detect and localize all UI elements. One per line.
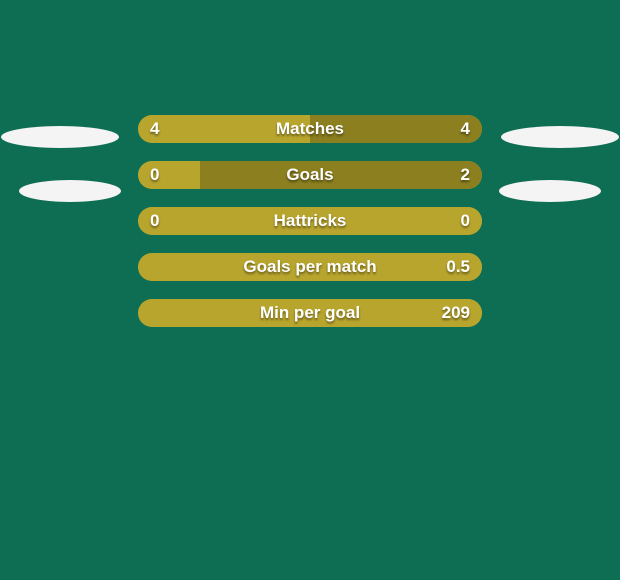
stat-row: Min per goal209 <box>138 299 482 327</box>
stat-row: Matches4 4 <box>138 115 482 143</box>
decor-ellipse <box>1 126 119 148</box>
stat-label: Matches <box>138 115 482 143</box>
decor-ellipse <box>19 180 121 202</box>
stat-label: Min per goal <box>138 299 482 327</box>
stat-value-right: 0 <box>461 207 470 235</box>
stat-row: Goals per match0.5 <box>138 253 482 281</box>
stat-label: Goals <box>138 161 482 189</box>
stat-value-left: 0 <box>150 161 159 189</box>
stat-value-left: 0 <box>150 207 159 235</box>
decor-ellipse <box>501 126 619 148</box>
stat-row: Hattricks0 0 <box>138 207 482 235</box>
stat-row: Goals0 2 <box>138 161 482 189</box>
stat-value-right: 0.5 <box>446 253 470 281</box>
stat-value-right: 4 <box>461 115 470 143</box>
canvas-background <box>0 0 620 580</box>
stat-value-left: 4 <box>150 115 159 143</box>
stat-value-right: 2 <box>461 161 470 189</box>
stat-label: Hattricks <box>138 207 482 235</box>
stat-label: Goals per match <box>138 253 482 281</box>
decor-ellipse <box>499 180 601 202</box>
stat-value-right: 209 <box>442 299 470 327</box>
